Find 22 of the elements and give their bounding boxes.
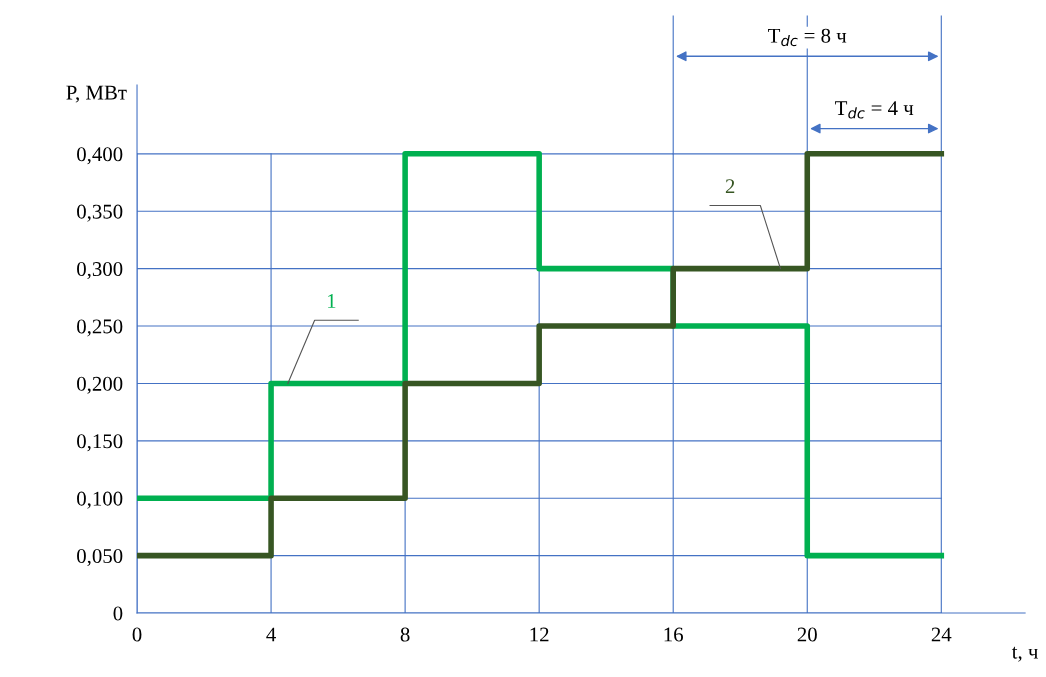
text: 2	[725, 179, 735, 194]
x-tick-label: 12	[530, 627, 549, 642]
x-tick-label: 4	[266, 627, 276, 642]
y-tick-label: 0,400	[77, 147, 123, 165]
y-tick-label: 0,050	[77, 549, 123, 567]
x-tick-label: 20	[797, 627, 817, 642]
x-tick-label: 8	[400, 627, 410, 642]
x-tick-label: 0	[132, 627, 142, 642]
x-tick-label: 16	[664, 627, 683, 642]
text: T$_{dc}$ = 8 ч	[768, 28, 847, 47]
x-tick-label: 24	[931, 627, 952, 642]
y-tick-label: 0	[113, 606, 123, 621]
text: 1	[328, 294, 336, 308]
y-tick-label: 0,300	[77, 262, 123, 280]
y-axis-title: P, МВт	[66, 85, 127, 103]
y-tick-label: 0,100	[77, 491, 123, 509]
y-tick-label: 0,200	[77, 376, 123, 394]
y-tick-label: 0,250	[77, 319, 123, 337]
y-tick-label: 0,150	[77, 434, 123, 452]
x-axis-title: t, ч	[1011, 646, 1038, 662]
y-tick-label: 0,350	[77, 204, 123, 222]
annotation: T$_{dc}$ = 4 ч	[835, 101, 914, 119]
